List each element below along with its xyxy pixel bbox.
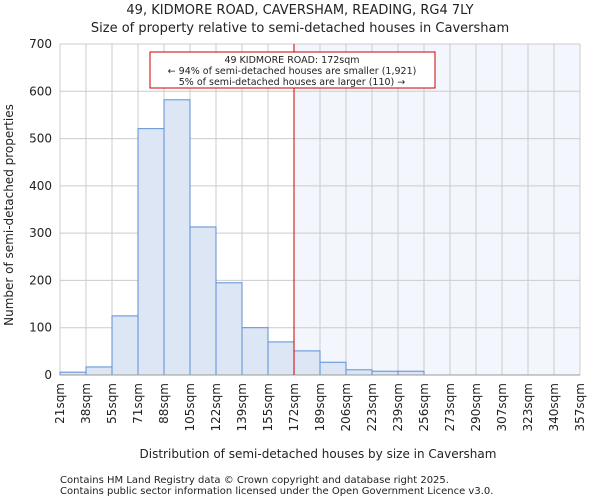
annotation-line-3: 5% of semi-detached houses are larger (1… [179,77,406,88]
x-tick-label: 21sqm [53,383,67,424]
highlight-region [294,44,580,375]
x-tick-label: 357sqm [573,383,587,431]
x-tick-label: 155sqm [261,383,275,431]
x-tick-label: 55sqm [105,383,119,424]
x-tick-label: 105sqm [183,383,197,431]
x-tick-label: 273sqm [443,383,457,431]
histogram-bar [397,370,425,376]
histogram-bar [293,350,321,376]
annotation-line-2: ← 94% of semi-detached houses are smalle… [168,66,417,77]
histogram-bar [215,282,243,376]
footer-line-1: Contains HM Land Registry data © Crown c… [60,475,449,486]
x-tick-label: 206sqm [339,383,353,431]
x-tick-label: 290sqm [469,383,483,431]
x-tick-label: 38sqm [79,383,93,424]
y-tick-label: 0 [44,368,52,382]
y-tick-label: 600 [29,84,52,98]
histogram-bar [267,341,295,376]
x-tick-label: 88sqm [157,383,171,424]
x-tick-label: 239sqm [391,383,405,431]
histogram-bar [137,128,165,376]
histogram-bar [111,315,139,376]
x-tick-label: 256sqm [417,383,431,431]
histogram-bar [319,361,347,376]
x-tick-label: 223sqm [365,383,379,431]
x-tick-label: 122sqm [209,383,223,431]
histogram-bar [85,366,113,376]
footer-line-2: Contains public sector information licen… [60,486,493,497]
x-tick-label: 189sqm [313,383,327,431]
annotation-box: 49 KIDMORE ROAD: 172sqm ← 94% of semi-de… [149,51,436,89]
histogram-bar [241,327,269,376]
x-axis-label: Distribution of semi-detached houses by … [140,447,497,461]
x-tick-label: 307sqm [495,383,509,431]
y-tick-label: 100 [29,321,52,335]
x-tick-label: 340sqm [547,383,561,431]
histogram-bar [189,226,217,376]
x-tick-label: 139sqm [235,383,249,431]
y-axis-label: Number of semi-detached properties [2,104,16,326]
y-tick-label: 700 [29,37,52,51]
chart-title: 49, KIDMORE ROAD, CAVERSHAM, READING, RG… [126,3,473,18]
x-tick-label: 172sqm [287,383,301,431]
histogram-bar [371,370,399,376]
y-tick-label: 300 [29,226,52,240]
annotation-line-1: 49 KIDMORE ROAD: 172sqm [224,55,359,66]
y-tick-label: 400 [29,179,52,193]
histogram-bar [345,369,373,376]
histogram-bar [163,99,191,376]
chart-subtitle: Size of property relative to semi-detach… [91,21,509,36]
y-tick-label: 200 [29,273,52,287]
x-tick-label: 323sqm [521,383,535,431]
x-tick-label: 71sqm [131,383,145,424]
y-tick-label: 500 [29,132,52,146]
